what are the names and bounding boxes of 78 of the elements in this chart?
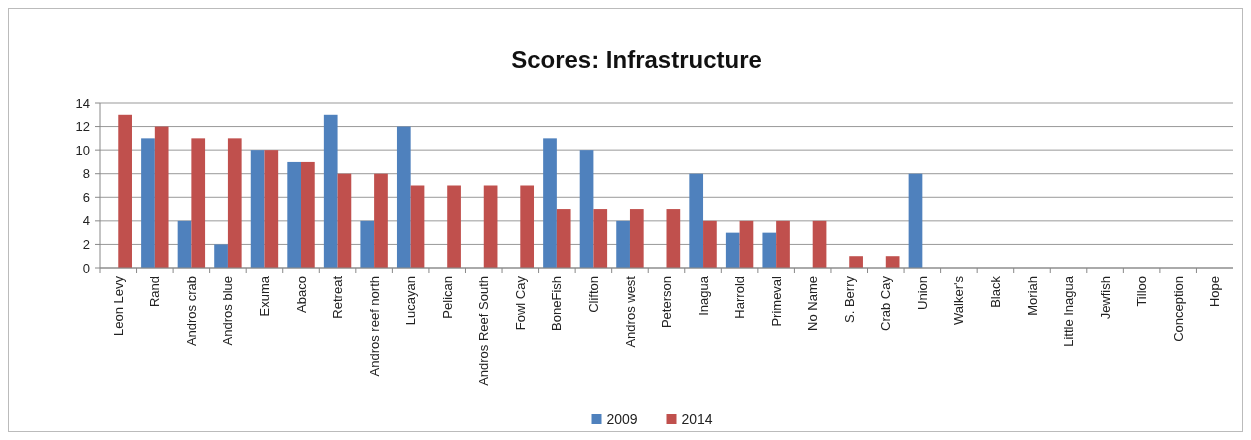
x-tick-label: S. Berry xyxy=(841,275,857,323)
x-tick-label: Retreat xyxy=(330,275,346,319)
bar xyxy=(739,220,754,268)
bar xyxy=(410,185,425,268)
bar xyxy=(396,126,411,268)
bar xyxy=(227,138,242,268)
bar xyxy=(812,220,827,268)
x-tick-label: Hope xyxy=(1207,276,1223,308)
y-tick-label: 4 xyxy=(82,213,90,229)
bar xyxy=(374,173,388,268)
x-tick-label: Black xyxy=(987,275,1003,308)
bar xyxy=(593,209,608,268)
bar xyxy=(849,256,863,268)
y-tick-label: 2 xyxy=(82,236,90,252)
x-tick-label: Exuma xyxy=(257,275,273,317)
bar xyxy=(141,138,155,268)
y-tick-label: 12 xyxy=(75,119,90,135)
bar xyxy=(579,150,594,268)
x-tick-label: Leon Levy xyxy=(110,275,126,336)
bar xyxy=(214,244,228,268)
bar xyxy=(762,232,777,268)
x-tick-label: BoneFish xyxy=(549,276,565,331)
legend-label: 2014 xyxy=(681,410,713,427)
bar xyxy=(301,161,315,268)
x-tick-label: Andros Reef South xyxy=(476,276,492,386)
x-tick-label: Lucayan xyxy=(403,276,419,326)
x-tick-label: Clifton xyxy=(585,276,601,313)
chart-title: Scores: Infrastructure xyxy=(511,46,762,73)
bar xyxy=(337,173,352,268)
x-tick-label: Moriah xyxy=(1024,276,1040,316)
y-tick-label: 8 xyxy=(82,166,90,182)
x-tick-label: Tilloo xyxy=(1134,276,1150,307)
bar xyxy=(323,114,338,268)
bar xyxy=(703,220,717,268)
y-tick-label: 6 xyxy=(82,189,90,205)
x-tick-label: Harrold xyxy=(732,276,748,319)
bar xyxy=(556,209,571,268)
x-tick-label: No Name xyxy=(805,276,821,331)
legend-label: 2009 xyxy=(606,410,638,427)
bar xyxy=(629,209,644,268)
bar xyxy=(666,209,681,268)
x-tick-label: Fowl Cay xyxy=(512,275,528,331)
x-tick-label: Primeval xyxy=(768,275,784,327)
x-tick-label: Jewfish xyxy=(1097,276,1113,320)
x-tick-label: Union xyxy=(914,276,930,310)
bar xyxy=(689,173,704,268)
x-tick-label: Walker's xyxy=(951,275,967,325)
bar xyxy=(483,185,498,268)
bar xyxy=(264,150,279,268)
bar xyxy=(250,150,265,268)
x-tick-label: Pelican xyxy=(439,276,455,319)
x-tick-label: Andros reef north xyxy=(366,276,382,377)
x-tick-label: Little Inagua xyxy=(1061,275,1077,347)
bar xyxy=(118,114,132,268)
x-tick-label: Andros crab xyxy=(183,276,199,347)
x-tick-label: Rand xyxy=(147,276,163,308)
y-tick-label: 10 xyxy=(75,142,90,158)
y-tick-label: 0 xyxy=(82,260,90,276)
x-tick-label: Abaco xyxy=(293,276,309,313)
bar xyxy=(543,138,557,268)
bar xyxy=(191,138,206,268)
x-tick-label: Crab Cay xyxy=(878,275,894,331)
x-tick-label: Conception xyxy=(1170,276,1186,342)
x-tick-label: Peterson xyxy=(659,276,675,329)
bar xyxy=(360,220,375,268)
bar xyxy=(520,185,535,268)
bar xyxy=(776,220,790,268)
bar xyxy=(908,173,923,268)
bar xyxy=(154,126,169,268)
bar xyxy=(287,161,302,268)
x-tick-label: Andros west xyxy=(622,275,638,348)
bar xyxy=(725,232,740,268)
bar xyxy=(177,220,192,268)
y-tick-label: 14 xyxy=(75,95,90,111)
x-tick-label: Andros blue xyxy=(220,276,236,346)
bar xyxy=(616,220,630,268)
x-tick-label: Inagua xyxy=(695,275,711,316)
bar xyxy=(447,185,461,268)
